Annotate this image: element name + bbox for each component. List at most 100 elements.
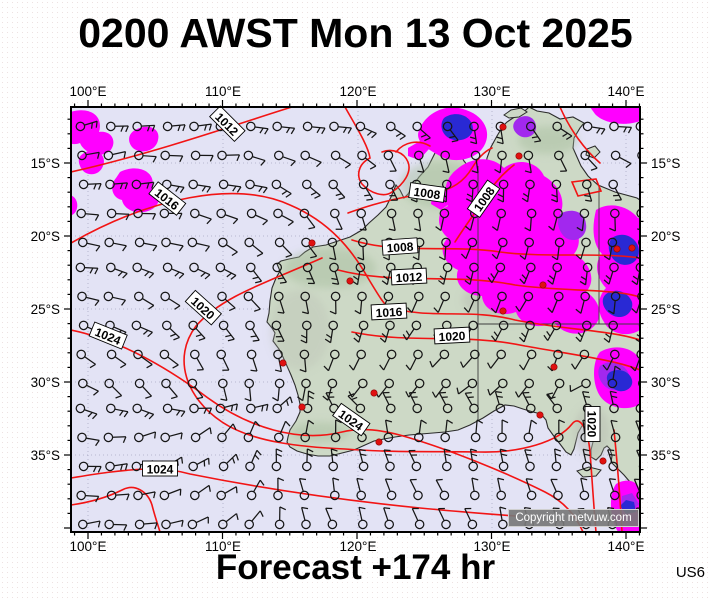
station-markers [279, 123, 636, 465]
wind-barb [78, 461, 102, 473]
wind-barb [329, 208, 343, 230]
wind-barb [244, 378, 255, 402]
wind-barb [494, 150, 507, 174]
wind-barb [133, 291, 155, 310]
wind-barb [328, 448, 339, 472]
wind-barb [329, 291, 341, 315]
wind-barb [245, 179, 268, 194]
wind-barb [470, 419, 484, 443]
wind-barb [383, 419, 394, 443]
wind-barb [271, 448, 283, 472]
wind-barb [497, 179, 509, 203]
wind-barb [77, 519, 101, 530]
wind-barb [553, 419, 565, 443]
wind-barb [245, 121, 269, 135]
wind-barb [546, 392, 563, 414]
wind-barb [217, 150, 241, 162]
wind-barb [218, 179, 242, 193]
wind-barb [522, 391, 536, 414]
wind-barb [273, 477, 285, 501]
station-dot [539, 281, 547, 289]
wind-barb [302, 121, 326, 135]
wind-barb [273, 291, 285, 314]
wind-barb [216, 486, 238, 501]
station-dot [346, 277, 354, 285]
wind-barb [637, 151, 640, 160]
wind-barb [460, 349, 480, 368]
wind-barb [636, 208, 640, 231]
wind-barb [103, 150, 127, 161]
wind-barb [356, 208, 367, 231]
wind-barb [160, 432, 183, 443]
wind-barb [348, 349, 367, 371]
wind-barb [435, 208, 450, 232]
wind-barb [189, 262, 211, 280]
lat-label-left: 20°S [31, 229, 60, 244]
station-dot [536, 411, 544, 419]
wind-barb [76, 208, 100, 221]
wind-barb [131, 320, 153, 338]
wind-barb [638, 181, 640, 188]
wind-barb [524, 208, 537, 232]
wind-barb [218, 320, 235, 342]
wind-barb [188, 457, 210, 472]
wind-barb [245, 449, 262, 472]
wind-barb [456, 378, 478, 395]
wind-barb [324, 320, 339, 344]
station-dot [499, 307, 507, 315]
wind-barb [579, 477, 590, 501]
wind-barb [437, 507, 451, 530]
wind-barb [637, 379, 640, 388]
wind-barb [188, 179, 212, 193]
wind-barb [498, 448, 509, 472]
wind-barb [246, 479, 265, 501]
wind-barb [519, 349, 537, 371]
wind-barb [347, 393, 366, 414]
wind-barb [245, 403, 269, 414]
wind-barb [468, 448, 479, 472]
svg-text:1008: 1008 [386, 240, 414, 256]
wind-barb [131, 179, 155, 190]
wind-barb [215, 403, 238, 414]
wind-barb [379, 320, 395, 343]
wind-barb [550, 478, 563, 501]
wind-barb [551, 179, 562, 203]
wind-barb [348, 378, 368, 398]
axis-labels: 100°E 100°E 110°E 110°E 120°E 120°E 130°E 130°E… [31, 84, 681, 554]
wind-barb [466, 179, 479, 203]
wind-barb [495, 121, 506, 145]
svg-text:1020: 1020 [585, 411, 599, 438]
wind-barb [412, 121, 431, 142]
wind-barb [271, 179, 292, 198]
wind-barb [357, 506, 368, 530]
wind-barb [379, 349, 397, 371]
wind-barb [189, 208, 212, 225]
wind-barb [519, 237, 535, 260]
wind-barb [518, 320, 535, 343]
wind-barb [302, 262, 316, 285]
wind-barb [300, 419, 315, 443]
wind-barb [246, 208, 268, 226]
wind-barb [298, 477, 310, 501]
lon-label-top: 110°E [205, 84, 241, 99]
wind-barb [217, 423, 237, 443]
wind-barb [132, 403, 155, 420]
wind-barb [243, 291, 261, 312]
wind-barb [497, 506, 508, 530]
wind-barb [521, 179, 535, 203]
wind-barb [104, 519, 128, 531]
wind-barb [245, 262, 263, 284]
wind-barb [607, 291, 621, 315]
wind-barb [553, 150, 568, 172]
wind-barb [385, 179, 399, 201]
wind-barb [382, 391, 396, 414]
wind-barb [161, 320, 180, 341]
lon-label-bottom: 140°E [608, 539, 645, 554]
wind-barb [104, 378, 123, 399]
wind-barb [273, 349, 283, 373]
wind-barb [569, 378, 591, 393]
wind-barb [575, 291, 591, 314]
svg-text:1024: 1024 [147, 463, 174, 477]
wind-barb [218, 453, 239, 472]
